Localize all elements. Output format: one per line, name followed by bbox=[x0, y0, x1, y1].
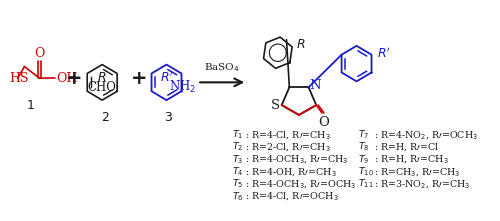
Text: : R=4-Cl, R$\prime$=CH$_3$: : R=4-Cl, R$\prime$=CH$_3$ bbox=[245, 129, 331, 141]
Text: : R=4-OCH$_3$, R$\prime$=CH$_3$: : R=4-OCH$_3$, R$\prime$=CH$_3$ bbox=[245, 153, 348, 165]
Text: : R=2-Cl, R$\prime$=CH$_3$: : R=2-Cl, R$\prime$=CH$_3$ bbox=[245, 141, 331, 153]
Text: : R=H, R$\prime$=Cl: : R=H, R$\prime$=Cl bbox=[374, 141, 440, 153]
Text: NH$_2$: NH$_2$ bbox=[170, 79, 196, 95]
Text: : R=H, R$\prime$=CH$_3$: : R=H, R$\prime$=CH$_3$ bbox=[374, 153, 448, 165]
Text: : R=CH$_3$, R$\prime$=CH$_3$: : R=CH$_3$, R$\prime$=CH$_3$ bbox=[374, 166, 460, 178]
Text: $\mathit{T_5}$: $\mathit{T_5}$ bbox=[232, 178, 243, 190]
Text: : R=4-OH, R$\prime$=CH$_3$: : R=4-OH, R$\prime$=CH$_3$ bbox=[245, 166, 337, 178]
Text: N: N bbox=[310, 79, 321, 92]
Text: : R=4-NO$_2$, R$\prime$=OCH$_3$: : R=4-NO$_2$, R$\prime$=OCH$_3$ bbox=[374, 129, 478, 141]
Text: $\mathit{R'}$: $\mathit{R'}$ bbox=[376, 46, 390, 61]
Text: $\mathit{T_{10}}$: $\mathit{T_{10}}$ bbox=[358, 166, 374, 178]
Text: $\mathit{2}$: $\mathit{2}$ bbox=[100, 111, 110, 124]
Text: $\mathit{T_{11}}$: $\mathit{T_{11}}$ bbox=[358, 178, 374, 190]
Text: $\mathit{T_8}$: $\mathit{T_8}$ bbox=[358, 141, 370, 153]
Text: +: + bbox=[130, 69, 147, 88]
Text: O: O bbox=[318, 116, 330, 129]
Text: $\mathit{T_6}$: $\mathit{T_6}$ bbox=[232, 190, 243, 203]
Text: O: O bbox=[34, 47, 45, 60]
Text: S: S bbox=[270, 99, 280, 112]
Text: $\mathit{R}$: $\mathit{R}$ bbox=[296, 38, 306, 51]
Text: $\mathit{1}$: $\mathit{1}$ bbox=[26, 99, 34, 112]
Text: $\mathit{T_7}$: $\mathit{T_7}$ bbox=[358, 128, 370, 141]
Text: OH: OH bbox=[56, 72, 78, 85]
Text: +: + bbox=[66, 69, 82, 88]
Text: $\mathit{T_3}$: $\mathit{T_3}$ bbox=[232, 153, 243, 166]
Text: $\mathit{T_9}$: $\mathit{T_9}$ bbox=[358, 153, 370, 166]
Text: $\mathit{3}$: $\mathit{3}$ bbox=[164, 111, 173, 124]
Text: HS: HS bbox=[9, 72, 29, 85]
Text: $\mathit{T_4}$: $\mathit{T_4}$ bbox=[232, 166, 243, 178]
Text: : R=4-OCH$_3$, R$\prime$=OCH$_3$: : R=4-OCH$_3$, R$\prime$=OCH$_3$ bbox=[245, 178, 356, 190]
Text: : R=4-Cl, R$\prime$=OCH$_3$: : R=4-Cl, R$\prime$=OCH$_3$ bbox=[245, 191, 339, 202]
Text: $\mathit{R'}$: $\mathit{R'}$ bbox=[160, 70, 173, 85]
Text: $\mathit{R}$: $\mathit{R}$ bbox=[98, 70, 107, 84]
Text: BaSO$_4$: BaSO$_4$ bbox=[204, 62, 240, 74]
Text: : R=3-NO$_2$, R$\prime$=CH$_3$: : R=3-NO$_2$, R$\prime$=CH$_3$ bbox=[374, 178, 470, 190]
Text: $\mathit{T_2}$: $\mathit{T_2}$ bbox=[232, 141, 243, 153]
Text: $\mathit{T_1}$: $\mathit{T_1}$ bbox=[232, 128, 243, 141]
Text: CHO: CHO bbox=[88, 81, 117, 94]
